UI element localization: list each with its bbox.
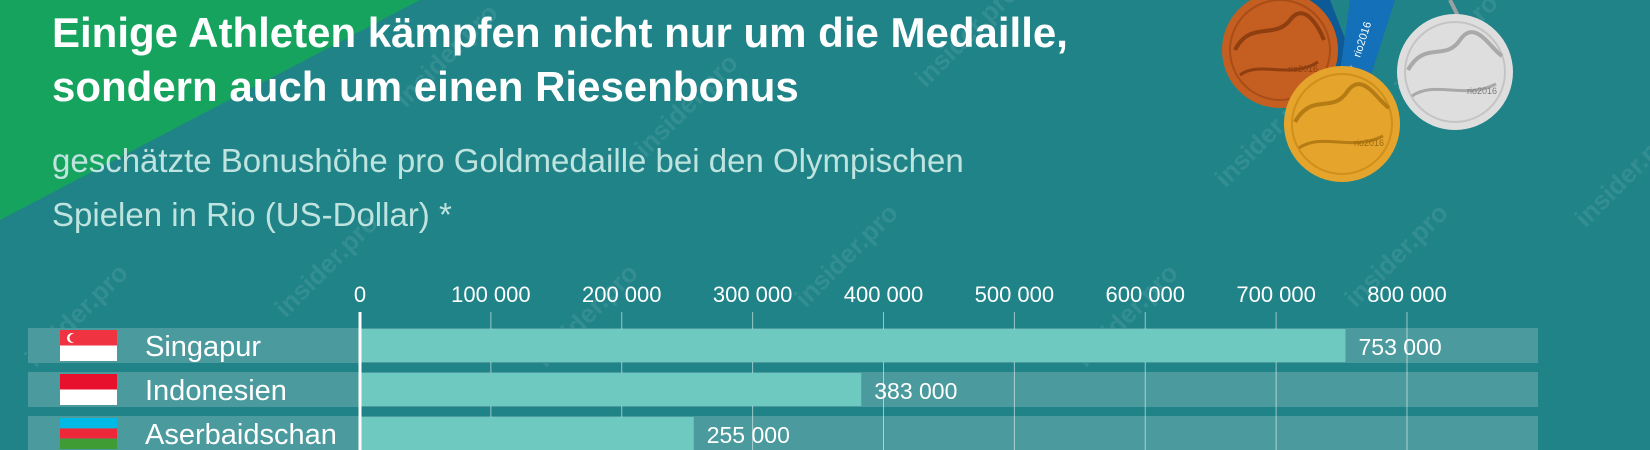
x-tick-label: 600 000 (1105, 282, 1185, 307)
bar (360, 329, 1346, 362)
silver-medal-icon: rio2016 (1397, 0, 1513, 130)
subtitle-line-2: Spielen in Rio (US-Dollar) * (52, 196, 452, 233)
bar (360, 417, 694, 450)
azerbaijan-flag-icon (60, 418, 117, 449)
medals-illustration: rio2016 rio2016 rio2016 rio2016 (1222, 0, 1513, 182)
gold-medal-label: rio2016 (1354, 138, 1384, 148)
bar (360, 373, 862, 406)
x-tick-label: 800 000 (1367, 282, 1447, 307)
title-line-2: sondern auch um einen Riesenbonus (52, 63, 799, 110)
x-tick-label: 300 000 (713, 282, 793, 307)
value-label: 383 000 (874, 378, 957, 404)
indonesia-flag-icon (60, 374, 117, 405)
bronze-medal-label: rio2016 (1288, 64, 1318, 74)
title-line-1: Einige Athleten kämpfen nicht nur um die… (52, 9, 1068, 56)
x-tick-label: 500 000 (975, 282, 1055, 307)
subtitle-line-1: geschätzte Bonushöhe pro Goldmedaille be… (52, 142, 964, 179)
row-background (28, 416, 1538, 450)
gold-medal-icon: rio2016 (1284, 65, 1400, 182)
page-title: Einige Athleten kämpfen nicht nur um die… (52, 6, 1232, 114)
x-tick-label: 700 000 (1236, 282, 1316, 307)
value-label: 753 000 (1358, 334, 1441, 360)
silver-medal-label: rio2016 (1467, 86, 1497, 96)
x-tick-label: 200 000 (582, 282, 662, 307)
page-subtitle: geschätzte Bonushöhe pro Goldmedaille be… (52, 134, 1152, 242)
singapore-flag-icon (60, 330, 117, 361)
x-tick-label: 400 000 (844, 282, 924, 307)
x-tick-label: 0 (354, 282, 366, 307)
x-tick-label: 100 000 (451, 282, 531, 307)
value-label: 255 000 (707, 422, 790, 448)
category-label: Singapur (145, 331, 261, 363)
category-label: Aserbaidschan (145, 419, 337, 450)
category-label: Indonesien (145, 375, 287, 407)
